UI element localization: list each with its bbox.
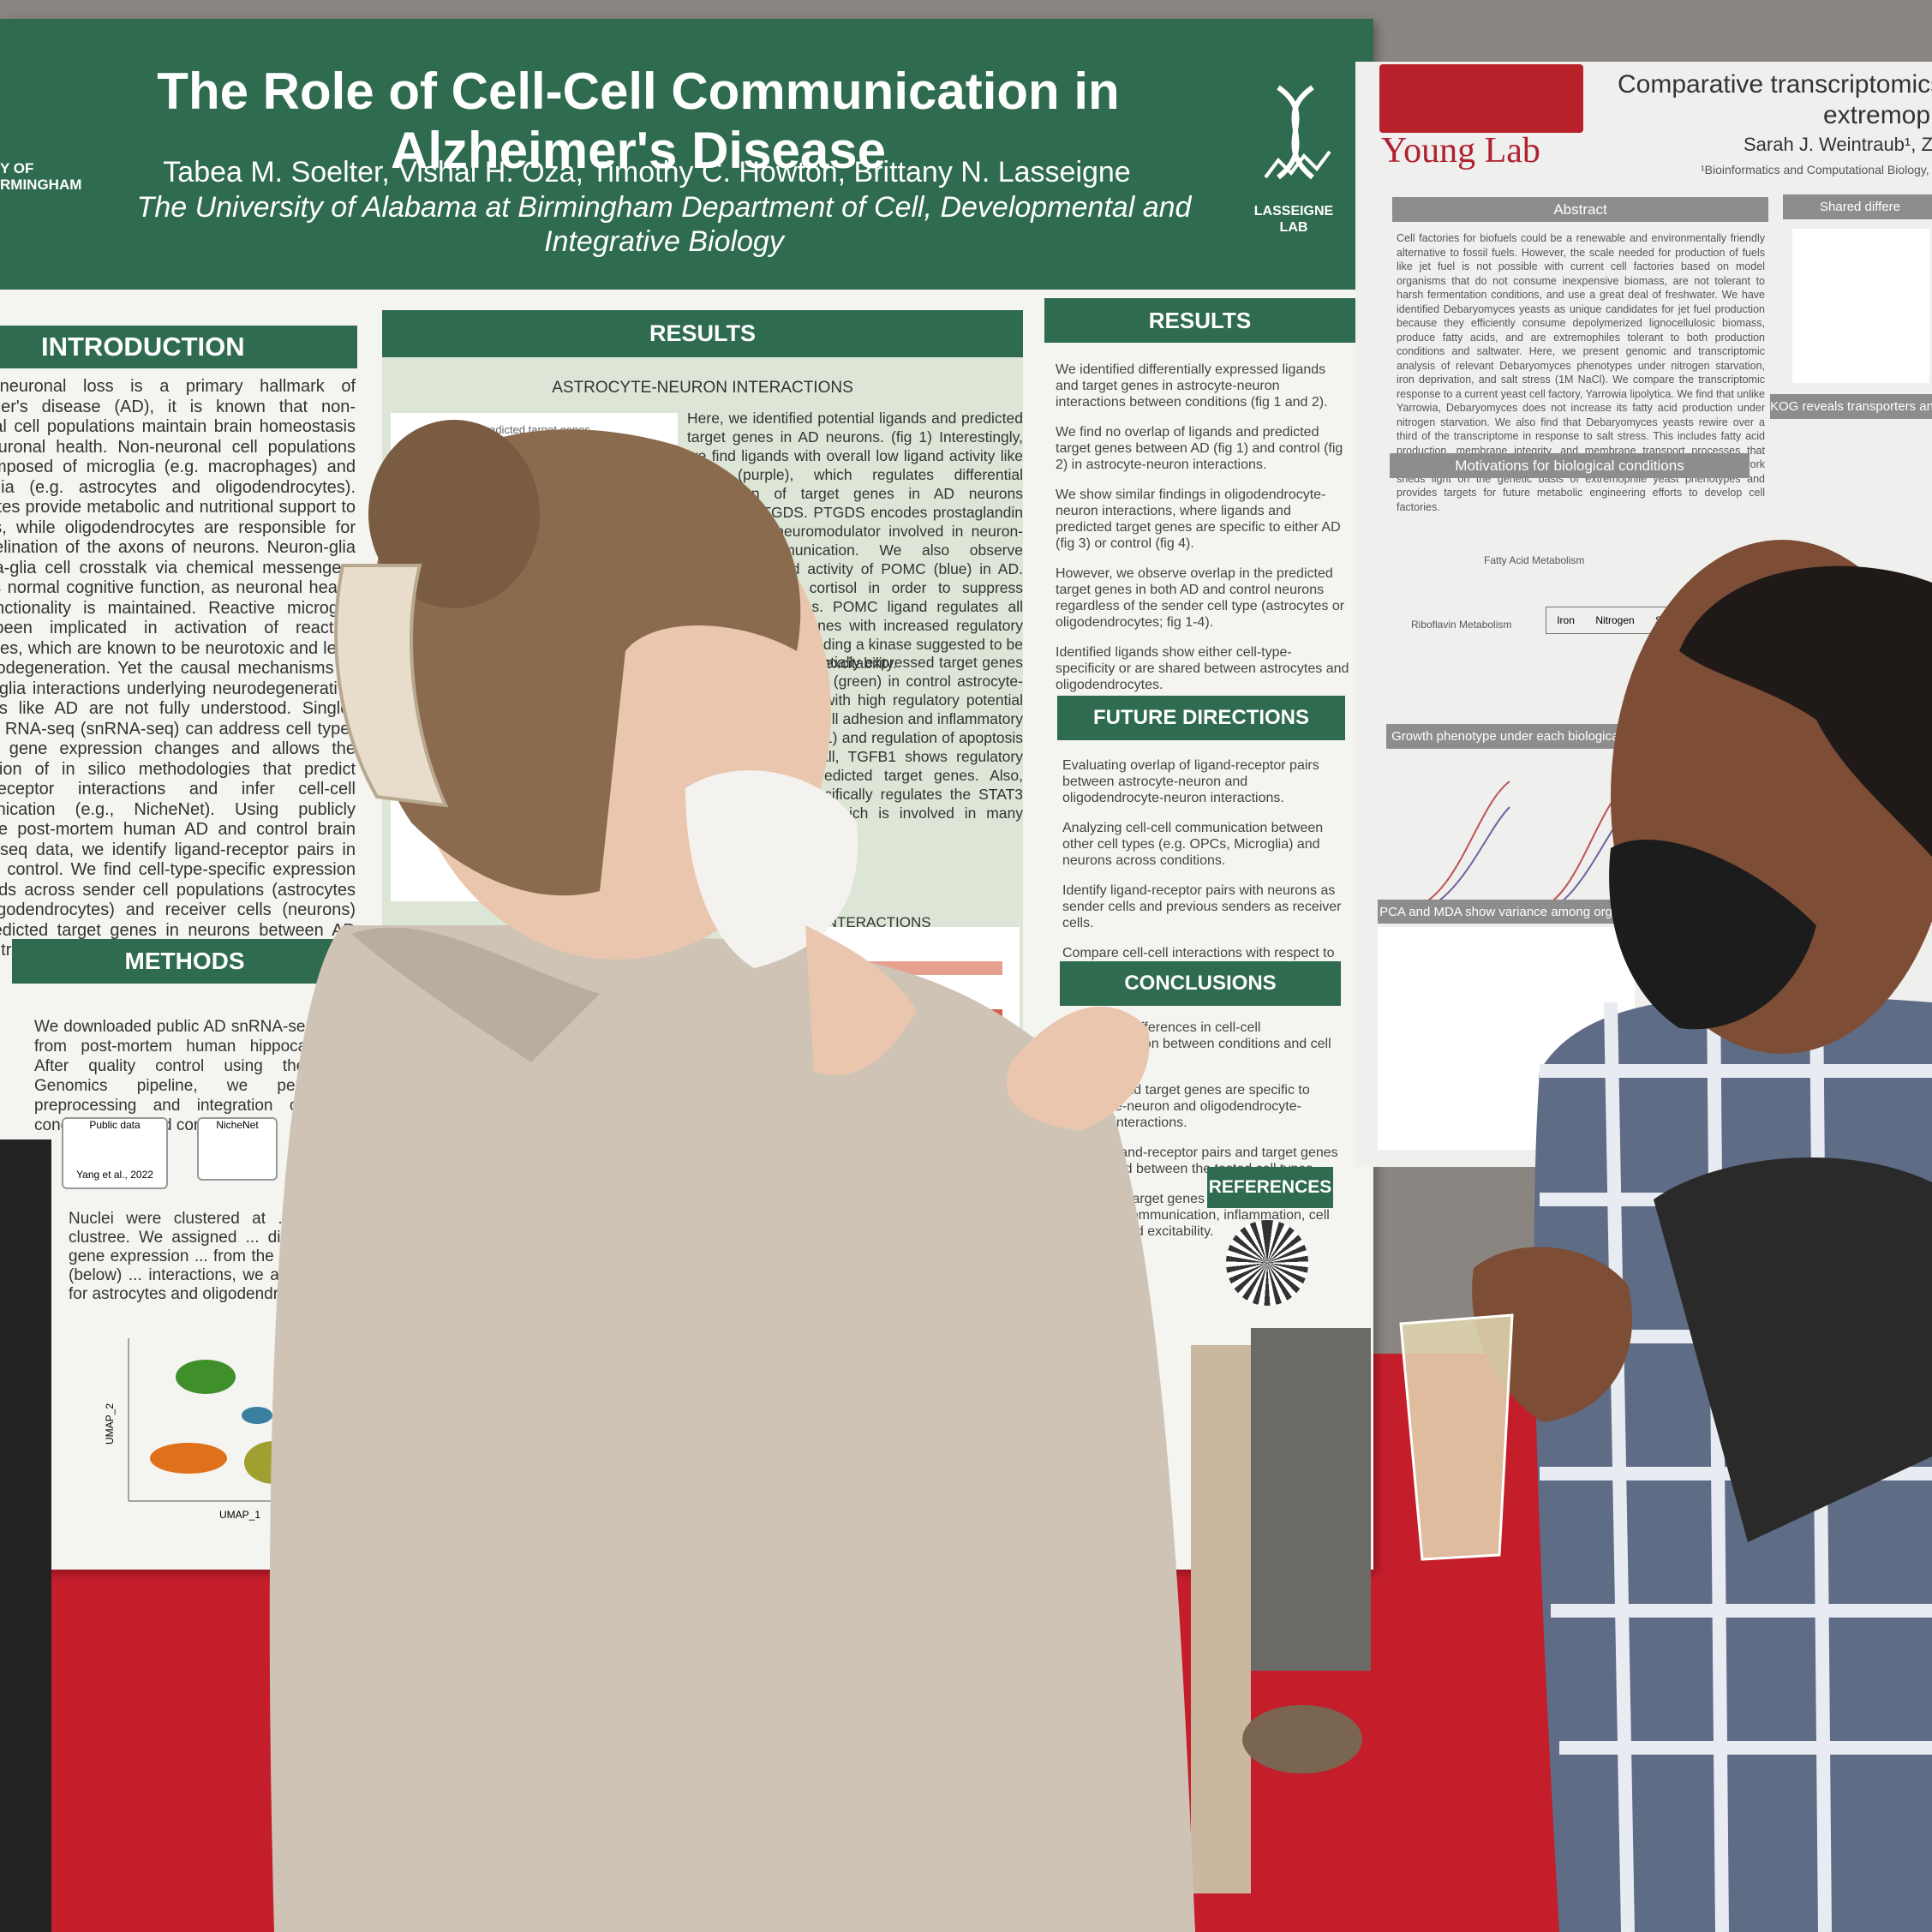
university-logo: Y OF RMINGHAM <box>0 160 81 193</box>
section-heading: CONCLUSIONS <box>1060 961 1341 1006</box>
bullet-list: We identified differentially expressed l… <box>1056 362 1351 707</box>
section-heading: Motivations for biological conditions <box>1390 453 1750 478</box>
logo-line: LAB <box>1279 220 1308 235</box>
bullet: We find no overlap of ligands and predic… <box>1056 425 1343 472</box>
bullet: Evaluating overlap of ligand-receptor pa… <box>1062 758 1319 805</box>
axis-label: UMAP_1 <box>219 1509 260 1521</box>
bullet: Some ligand-receptor pairs and target ge… <box>1067 1145 1338 1176</box>
poster-title: Comparative transcriptomics provide <box>1618 70 1932 99</box>
easel-leg <box>1191 1345 1251 1893</box>
logo-line: RMINGHAM <box>0 176 82 193</box>
section-heading: PCA and MDA show variance among org <box>1378 900 1614 924</box>
figure-label: Public data <box>89 1119 141 1131</box>
bullet-list: Evaluating overlap of ligand-receptor pa… <box>1062 757 1345 991</box>
bullet: We identified differentially expressed l… <box>1056 362 1328 410</box>
section-heading: Shared differe <box>1783 194 1932 219</box>
method-figure: NicheNet <box>197 1117 278 1181</box>
section-heading: Abstract <box>1392 197 1768 222</box>
results-subheading: ASTROCYTE-NEURON INTERACTIONS <box>552 379 853 397</box>
hand <box>1472 1247 1633 1422</box>
bullet: Identified ligands show either cell-type… <box>1056 645 1349 692</box>
qr-code <box>1226 1220 1308 1306</box>
dna-logo <box>1264 85 1331 180</box>
man-mask <box>1609 840 1816 1030</box>
poster-authors: Tabea M. Soelter, Vishal H. Oza, Timothy… <box>163 156 1131 188</box>
logo-line: Y OF <box>0 160 34 176</box>
axis-label: UMAP_2 <box>104 1403 116 1445</box>
figure-label: Yang et al., 2022 <box>76 1169 153 1181</box>
bar-figure <box>1792 229 1929 383</box>
hand <box>805 925 917 1076</box>
section-heading: REFERENCES <box>1207 1167 1333 1208</box>
coat-collar <box>351 927 600 1062</box>
hair-clip <box>334 564 449 808</box>
bullet: Identify ligand-receptor pairs with neur… <box>1062 883 1342 930</box>
method-figure: Public data Yang et al., 2022 <box>62 1117 168 1189</box>
poster-affiliation: ¹Bioinformatics and Computational Biolog… <box>1701 163 1932 176</box>
results-subheading: INTERACTIONS <box>822 914 931 930</box>
section-heading: METHODS <box>12 939 357 984</box>
section-heading: RESULTS <box>382 310 1023 357</box>
lab-logo <box>1379 64 1583 133</box>
logo-line: LASSEIGNE <box>1253 204 1334 218</box>
bullet: Analyzing cell-cell communication betwee… <box>1062 821 1324 868</box>
diagram-label: Nitrogen <box>1595 614 1635 626</box>
diagram-label: Fatty Acid Metabolism <box>1484 554 1585 566</box>
methods-text: Nuclei were clustered at ... using clust… <box>69 1210 343 1303</box>
woman-mask <box>685 770 858 968</box>
section-heading: RESULTS <box>1044 298 1355 343</box>
poster-title: The Role of Cell-Cell Communication in A… <box>157 63 1120 179</box>
backpack-strap <box>1654 1157 1932 1542</box>
lab-logo-text: LASSEIGNE LAB <box>1247 203 1341 236</box>
bullet: We show similar findings in oligodendroc… <box>1056 487 1341 551</box>
shoe <box>1242 1705 1362 1773</box>
section-heading: INTRODUCTION <box>0 326 357 368</box>
section-heading: KOG reveals transporters and <box>1770 394 1932 419</box>
woman-coat <box>269 925 1196 1932</box>
poster-header <box>0 19 1373 290</box>
hair-bun <box>368 420 540 608</box>
poster-title: extremophile <box>1823 101 1932 129</box>
plastic-cup <box>1399 1313 1514 1561</box>
man-hair <box>1679 565 1932 857</box>
easel-leg <box>0 1139 51 1932</box>
diagram-label: Riboflavin Metabolism <box>1411 619 1512 631</box>
intro-text: While neuronal loss is a primary hallmar… <box>0 377 356 960</box>
bullet: However, we observe overlap in the predi… <box>1056 566 1345 630</box>
poster-affiliation: The University of Alabama at Birmingham … <box>136 191 1192 258</box>
hand <box>1006 1006 1150 1131</box>
background-person <box>1251 1328 1371 1671</box>
diagram-label: Iron <box>1557 614 1575 626</box>
section-heading: FUTURE DIRECTIONS <box>1057 696 1345 740</box>
poster-authors: Sarah J. Weintraub¹, Zekun Li <box>1744 134 1932 155</box>
lab-name: Young Lab <box>1381 131 1540 170</box>
